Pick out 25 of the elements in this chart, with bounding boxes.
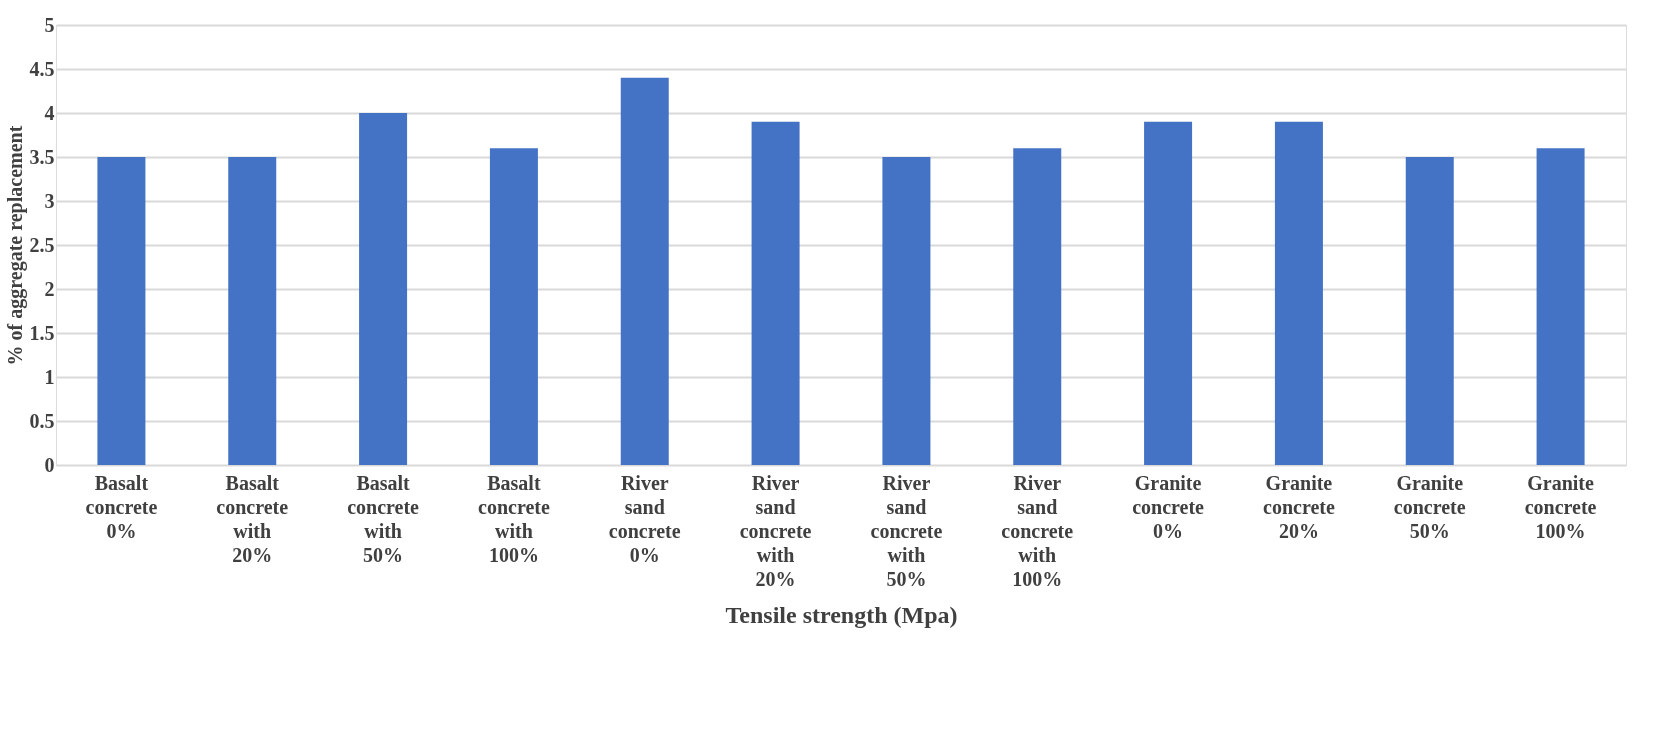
y-tick-label: 0 [44, 453, 55, 476]
x-tick-label: Granite concrete 20% [1263, 471, 1335, 542]
y-tick-label: 3 [44, 189, 55, 212]
y-tick-label: 2 [44, 277, 55, 300]
x-tick-label: Granite concrete 100% [1524, 471, 1597, 542]
y-tick-label: 4.5 [29, 57, 55, 80]
x-tick-label: Basalt concrete with 50% [347, 471, 420, 566]
y-tick-label: 5 [44, 13, 55, 36]
y-tick-label: 1 [44, 365, 55, 388]
x-tick-label: Basalt concrete 0% [85, 471, 158, 542]
x-tick-label: Basalt concrete with 100% [478, 471, 550, 566]
y-tick-label: 3.5 [29, 145, 55, 168]
x-tick-label: River sand concrete 0% [608, 471, 681, 566]
x-tick-label: Granite concrete 0% [1132, 471, 1205, 542]
x-tick-label: River sand concrete with 20% [739, 471, 812, 590]
y-tick-label: 0.5 [29, 409, 55, 432]
y-tick-label: 1.5 [29, 321, 55, 344]
x-tick-label: River sand concrete with 50% [870, 471, 943, 590]
x-tick-label: River sand concrete with 100% [1001, 471, 1074, 590]
y-tick-label: 2.5 [29, 233, 55, 256]
x-axis-title: Tensile strength (Mpa) [725, 601, 958, 628]
x-tick-label: Granite concrete 50% [1393, 471, 1466, 542]
x-tick-label: Basalt concrete with 20% [216, 471, 289, 566]
y-tick-label: 4 [44, 101, 55, 124]
y-axis-title: % of aggregate replacement [3, 125, 27, 366]
